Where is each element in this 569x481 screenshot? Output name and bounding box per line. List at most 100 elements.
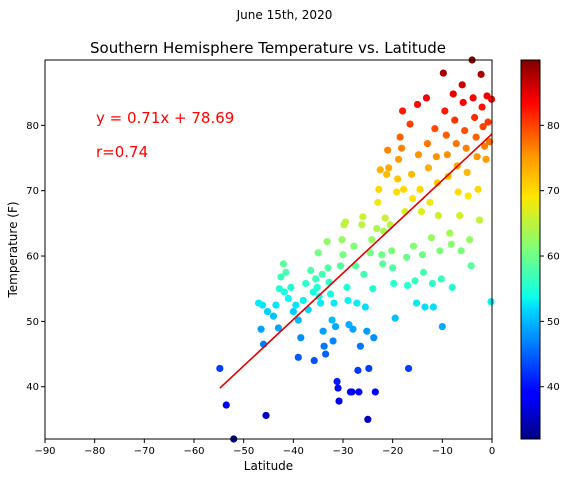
data-point <box>336 262 345 270</box>
colorbar-tick-label: 80 <box>547 121 560 132</box>
data-point <box>344 296 352 305</box>
data-point <box>467 262 475 270</box>
data-point <box>479 123 487 131</box>
x-tick-label: −40 <box>283 446 304 457</box>
data-point <box>330 299 338 307</box>
data-point <box>326 290 335 298</box>
data-point <box>379 260 387 268</box>
figure-suptitle: June 15th, 2020 <box>236 8 333 22</box>
data-point <box>480 142 489 150</box>
data-point <box>395 155 403 163</box>
data-point <box>433 179 441 187</box>
data-point <box>361 303 369 311</box>
data-point <box>396 133 404 141</box>
data-point <box>432 153 440 161</box>
colorbar-tick-label: 60 <box>547 252 560 263</box>
data-point <box>464 192 472 200</box>
data-point <box>312 275 320 283</box>
data-point <box>463 168 471 176</box>
data-point <box>391 314 399 322</box>
data-point <box>485 138 494 146</box>
data-point <box>322 350 330 358</box>
data-point <box>339 251 347 259</box>
data-point <box>348 388 356 396</box>
data-point <box>473 153 481 161</box>
data-point <box>419 268 428 276</box>
data-point <box>269 312 278 320</box>
data-point <box>390 279 398 288</box>
data-point <box>469 94 477 102</box>
data-point <box>477 70 485 78</box>
data-point <box>272 301 280 309</box>
data-point <box>274 324 283 332</box>
data-point <box>287 283 295 291</box>
data-point <box>417 208 426 216</box>
data-point <box>424 164 433 172</box>
correlation-label: r=0.74 <box>96 143 148 161</box>
data-point <box>277 273 285 281</box>
data-point <box>418 251 427 259</box>
data-point <box>428 279 436 288</box>
plot-frame <box>44 59 493 440</box>
data-point <box>436 247 444 255</box>
data-point <box>334 384 342 392</box>
data-point <box>294 353 302 361</box>
data-point <box>451 116 459 124</box>
data-point <box>422 94 431 102</box>
data-point <box>406 120 414 128</box>
regression-line <box>219 133 493 389</box>
data-point <box>423 140 432 148</box>
data-point <box>475 216 484 224</box>
data-point <box>456 211 464 220</box>
data-point <box>279 260 287 268</box>
data-point <box>375 185 383 193</box>
data-point <box>444 172 452 180</box>
data-point <box>358 221 366 229</box>
data-point <box>471 113 479 122</box>
y-tick-label: 40 <box>26 382 39 393</box>
data-point <box>294 316 302 324</box>
data-point <box>378 251 386 259</box>
data-point <box>333 377 341 386</box>
data-point <box>297 334 305 342</box>
data-point <box>373 224 381 233</box>
data-point <box>429 303 437 311</box>
data-point <box>292 301 300 309</box>
data-point <box>354 366 362 374</box>
data-point <box>365 364 373 373</box>
data-point <box>484 118 492 126</box>
data-point <box>341 218 350 226</box>
data-point <box>438 323 446 331</box>
y-tick-label: 50 <box>26 317 39 328</box>
data-point <box>319 327 327 335</box>
data-point <box>478 103 486 111</box>
data-point <box>458 81 466 89</box>
data-point <box>323 238 331 246</box>
data-point <box>216 364 224 373</box>
colorbar-tick-label: 70 <box>547 186 560 197</box>
data-point <box>487 298 495 306</box>
data-point <box>353 299 361 307</box>
data-point <box>314 249 322 257</box>
data-point <box>452 140 460 148</box>
data-point <box>472 133 480 141</box>
x-tick-label: −80 <box>84 446 105 457</box>
data-point <box>370 334 378 342</box>
x-tick-label: −20 <box>382 446 403 457</box>
data-point <box>343 283 351 291</box>
y-tick-label: 70 <box>26 186 39 197</box>
data-point <box>431 125 439 133</box>
colorbar-tick-label: 40 <box>547 382 560 393</box>
x-tick-label: −70 <box>134 446 155 457</box>
data-point <box>449 90 457 98</box>
data-point <box>262 411 270 420</box>
data-point <box>254 299 263 307</box>
data-point <box>350 242 358 250</box>
x-axis-label: Latitude <box>244 459 293 473</box>
regression-equation: y = 0.71x + 78.69 <box>96 109 234 127</box>
data-point <box>434 211 442 220</box>
data-point <box>461 126 469 135</box>
data-point <box>413 100 422 109</box>
data-point <box>398 144 406 152</box>
data-point <box>442 131 450 139</box>
